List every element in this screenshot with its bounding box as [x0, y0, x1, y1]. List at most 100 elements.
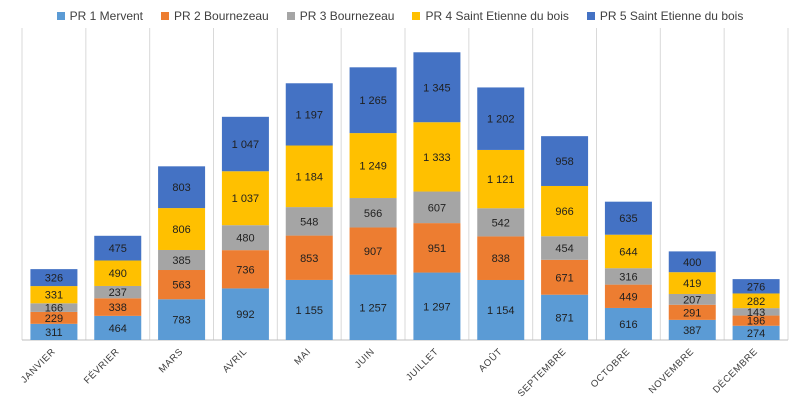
legend-label: PR 1 Mervent: [69, 9, 143, 23]
bar-segment: [541, 185, 589, 237]
legend-label: PR 5 Saint Etienne du bois: [599, 9, 744, 23]
data-label: 838: [492, 253, 510, 265]
bar-segment: [285, 83, 333, 146]
data-label: 783: [172, 315, 190, 327]
data-label: 1 297: [423, 301, 451, 313]
data-label: 1 333: [423, 152, 451, 164]
bar-segment: [668, 304, 716, 320]
bar-segment: [349, 67, 397, 134]
data-label: 196: [747, 316, 765, 328]
data-label: 237: [109, 287, 127, 299]
data-label: 607: [428, 202, 446, 214]
bar-segment: [158, 166, 206, 209]
data-label: 907: [364, 246, 382, 258]
x-tick-label: NOVEMBRE: [647, 346, 697, 396]
bar-segment: [30, 303, 78, 312]
bar-segment: [158, 249, 206, 271]
legend-item-pr2: PR 2 Bournezeau: [161, 9, 269, 23]
data-label: 1 265: [359, 95, 387, 107]
bar-segment: [413, 223, 461, 273]
data-label: 992: [236, 309, 254, 321]
bar-segment: [221, 116, 269, 172]
data-label: 1 037: [232, 193, 260, 205]
data-label: 1 184: [295, 171, 323, 183]
bar-segment: [94, 285, 142, 299]
bar-segment: [158, 299, 206, 340]
data-label: 951: [428, 243, 446, 255]
legend-item-pr5: PR 5 Saint Etienne du bois: [586, 9, 744, 23]
bar-segment: [413, 191, 461, 224]
bar-segment: [349, 227, 397, 275]
x-tick-label: SEPTEMBRE: [516, 346, 569, 399]
data-label: 806: [172, 224, 190, 236]
data-label: 566: [364, 208, 382, 220]
bar-segment: [349, 133, 397, 199]
bar-segment: [477, 208, 525, 237]
data-label: 229: [45, 313, 63, 325]
data-label: 548: [300, 216, 318, 228]
bar-segment: [285, 235, 333, 280]
bar-segment: [477, 149, 525, 209]
x-tick-label: MARS: [157, 346, 186, 375]
bar-segment: [604, 234, 652, 269]
data-label: 1 249: [359, 161, 387, 173]
bar-segment: [413, 52, 461, 123]
data-label: 454: [555, 243, 573, 255]
data-label: 1 202: [487, 114, 515, 126]
x-tick-label: JUIN: [353, 346, 377, 370]
bar-segment: [349, 274, 397, 340]
data-label: 400: [683, 257, 701, 269]
data-label: 671: [555, 272, 573, 284]
data-label: 1 257: [359, 302, 387, 314]
data-label: 291: [683, 307, 701, 319]
data-label: 1 154: [487, 305, 515, 317]
legend-label: PR 4 Saint Etienne du bois: [425, 9, 569, 23]
bar-segment: [477, 279, 525, 340]
bar-segment: [94, 235, 142, 261]
bar-segment: [668, 272, 716, 294]
x-tick-label: MAI: [292, 346, 313, 367]
data-label: 274: [747, 328, 765, 340]
legend-swatch: [161, 12, 169, 20]
bar-segment: [732, 308, 780, 316]
x-tick-label: OCTOBRE: [589, 346, 633, 390]
data-label: 207: [683, 294, 701, 306]
data-label: 464: [109, 323, 127, 335]
data-label: 736: [236, 264, 254, 276]
legend-swatch: [56, 12, 65, 20]
legend-label: PR 3 Bournezeau: [299, 9, 395, 23]
legend-item-pr3: PR 3 Bournezeau: [286, 9, 395, 23]
bar-segment: [604, 307, 652, 340]
x-tick-label: AVRIL: [221, 346, 250, 375]
x-tick-label: JANVIER: [19, 346, 58, 385]
legend-label: PR 2 Bournezeau: [174, 9, 269, 23]
data-label: 143: [747, 307, 765, 319]
bar-segment: [732, 279, 780, 294]
bar-segment: [30, 323, 78, 340]
data-label: 316: [619, 271, 637, 283]
legend-swatch: [286, 12, 295, 20]
bar-segment: [94, 260, 142, 286]
bar-segment: [668, 319, 716, 340]
bar-segment: [30, 286, 78, 304]
data-label: 475: [109, 243, 127, 255]
legend-item-pr1: PR 1 Mervent: [56, 9, 143, 23]
data-label: 958: [555, 156, 573, 168]
bar-segment: [668, 251, 716, 273]
data-label: 331: [45, 290, 63, 302]
bar-segment: [94, 315, 142, 340]
data-label: 276: [747, 281, 765, 293]
data-label: 871: [555, 312, 573, 324]
bar-segment: [221, 250, 269, 289]
bar-segment: [477, 87, 525, 150]
data-label: 311: [45, 327, 63, 339]
bar-segment: [30, 269, 78, 287]
legend-swatch: [586, 12, 595, 20]
data-label: 616: [619, 319, 637, 331]
data-label: 387: [683, 325, 701, 337]
data-label: 644: [619, 246, 637, 258]
bar-segment: [221, 225, 269, 251]
bar-segment: [668, 293, 716, 305]
data-label: 1 197: [295, 109, 323, 121]
bar-segment: [349, 198, 397, 228]
